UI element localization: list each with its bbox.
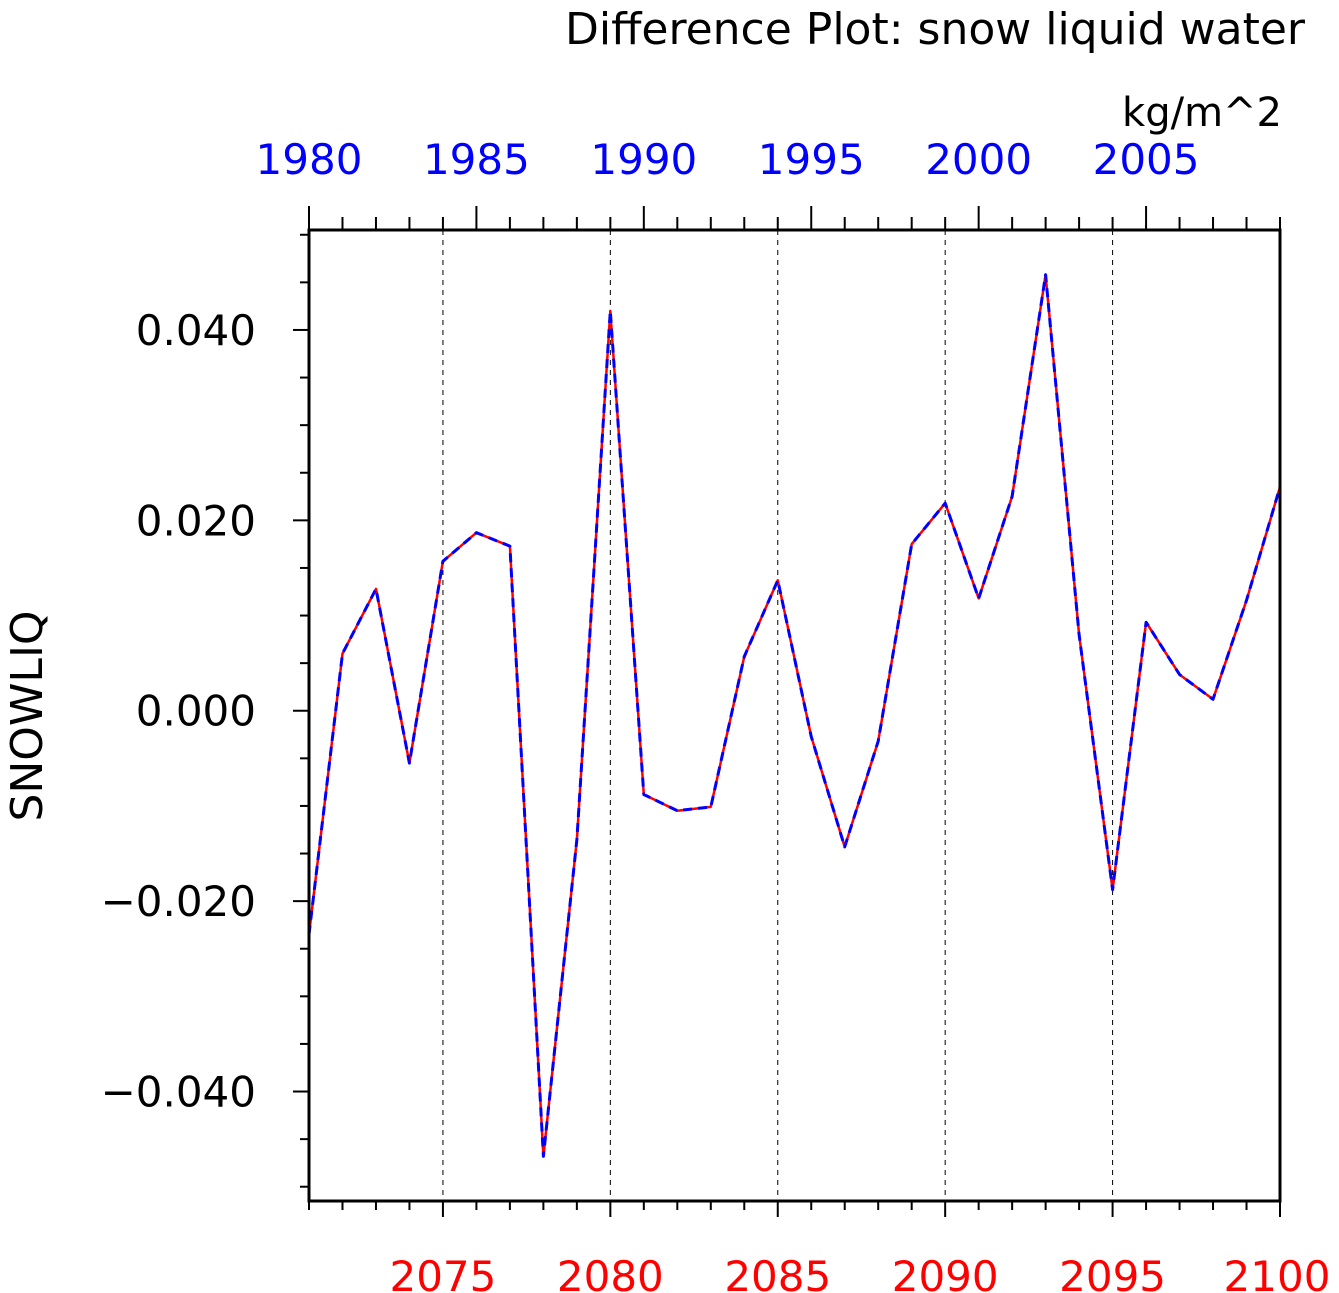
plot-frame bbox=[307, 228, 1282, 1203]
y-axis-label: SNOWLIQ bbox=[2, 610, 53, 821]
y-tick-label: 0.040 bbox=[136, 306, 256, 355]
top-tick-label: 1980 bbox=[256, 135, 363, 184]
y-tick-label: 0.000 bbox=[136, 687, 256, 736]
plot-series bbox=[307, 273, 1282, 1158]
y-axis-ticks: −0.040 −0.020 0.000 0.020 0.040 bbox=[101, 233, 309, 1188]
bottom-axis: 2075 2080 2085 2090 2095 2100 bbox=[308, 1201, 1331, 1293]
bottom-tick-label: 2085 bbox=[724, 1252, 831, 1293]
units-label: kg/m^2 bbox=[1122, 90, 1282, 136]
top-tick-label: 1990 bbox=[590, 135, 697, 184]
bottom-tick-label: 2100 bbox=[1224, 1252, 1331, 1293]
y-tick-label: −0.020 bbox=[101, 877, 256, 926]
y-tick-label: 0.020 bbox=[136, 496, 256, 545]
top-tick-label: 1985 bbox=[423, 135, 530, 184]
top-tick-label: 1995 bbox=[758, 135, 865, 184]
bottom-tick-label: 2090 bbox=[892, 1252, 999, 1293]
series-line-1 bbox=[307, 273, 1282, 1158]
top-axis: 1980 1985 1990 1995 2000 2005 bbox=[256, 135, 1281, 230]
bottom-tick-label: 2095 bbox=[1059, 1252, 1166, 1293]
bottom-tick-label: 2080 bbox=[557, 1252, 664, 1293]
top-tick-label: 2000 bbox=[925, 135, 1032, 184]
chart-title: Difference Plot: snow liquid water bbox=[565, 4, 1306, 55]
y-tick-label: −0.040 bbox=[101, 1068, 256, 1117]
bottom-tick-label: 2075 bbox=[389, 1252, 496, 1293]
top-tick-label: 2005 bbox=[1093, 135, 1200, 184]
grid-lines bbox=[442, 230, 1114, 1201]
